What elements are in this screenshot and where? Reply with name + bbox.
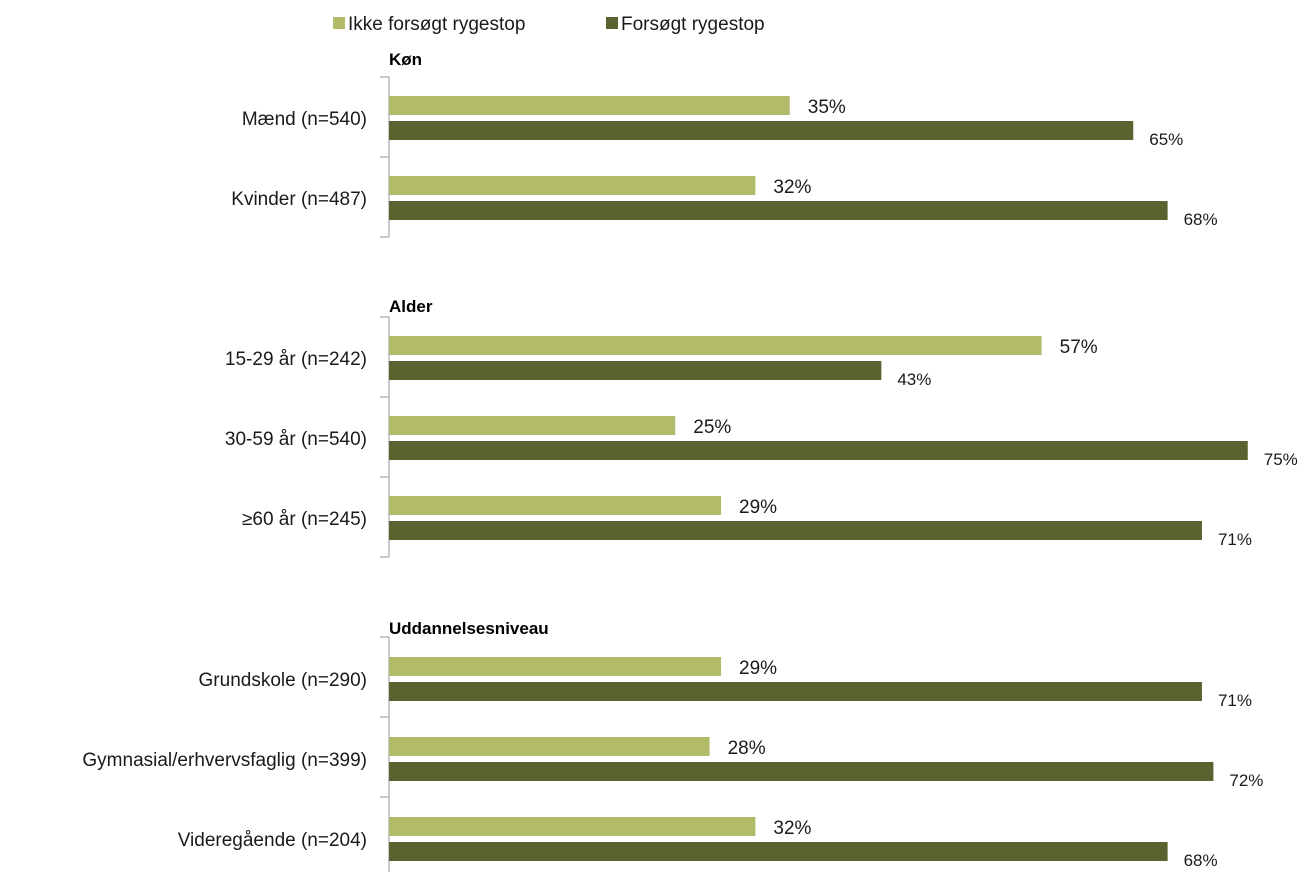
category-label: ≥60 år (n=245) (242, 509, 367, 530)
category-label: Grundskole (n=290) (199, 670, 367, 691)
legend-label-1: Ikke forsøgt rygestop (348, 14, 525, 35)
bar-ikke-forsogt (389, 817, 756, 836)
chart-groups: Køn Mænd (n=540) 35% 65% Kvinder (n=487) 32% 6… (82, 50, 1298, 872)
group-3: Uddannelsesniveau Grundskole (n=290) 29% 71… (82, 619, 1263, 872)
bar-ikke-forsogt (389, 657, 722, 676)
bar-ikke-forsogt (389, 176, 756, 195)
bar-ikke-forsogt (389, 416, 676, 435)
value-label-forsogt: 68% (1184, 210, 1218, 229)
legend-label-2: Forsøgt rygestop (621, 14, 765, 35)
bar-forsogt (389, 361, 882, 380)
value-label-ikke-forsogt: 57% (1060, 337, 1098, 358)
bar-ikke-forsogt (389, 737, 710, 756)
legend: Ikke forsøgt rygestop Forsøgt rygestop (333, 14, 765, 35)
value-label-ikke-forsogt: 29% (739, 658, 777, 679)
value-label-ikke-forsogt: 35% (808, 97, 846, 118)
bar-ikke-forsogt (389, 336, 1042, 355)
bar-forsogt (389, 762, 1214, 781)
legend-swatch-2 (606, 17, 618, 29)
bar-forsogt (389, 682, 1202, 701)
group-2: Alder 15-29 år (n=242) 57% 43% 30-59 år (n=5… (225, 297, 1298, 558)
bar-forsogt (389, 201, 1168, 220)
value-label-ikke-forsogt: 29% (739, 497, 777, 518)
value-label-forsogt: 68% (1184, 851, 1218, 870)
group-title: Køn (389, 50, 422, 69)
bar-forsogt (389, 521, 1202, 540)
value-label-ikke-forsogt: 28% (728, 738, 766, 759)
bar-forsogt (389, 441, 1248, 460)
value-label-forsogt: 71% (1218, 691, 1252, 710)
value-label-forsogt: 43% (897, 370, 931, 389)
bar-forsogt (389, 842, 1168, 861)
value-label-ikke-forsogt: 32% (773, 818, 811, 839)
category-label: 15-29 år (n=242) (225, 349, 367, 370)
bar-ikke-forsogt (389, 96, 790, 115)
bar-ikke-forsogt (389, 496, 722, 515)
group-title: Alder (389, 297, 433, 316)
category-label: Videregående (n=204) (178, 830, 367, 851)
category-label: Mænd (n=540) (242, 109, 367, 130)
legend-swatch-1 (333, 17, 345, 29)
category-label: 30-59 år (n=540) (225, 429, 367, 450)
group-title: Uddannelsesniveau (389, 619, 549, 638)
bar-forsogt (389, 121, 1134, 140)
value-label-forsogt: 75% (1264, 450, 1298, 469)
category-label: Kvinder (n=487) (231, 189, 367, 210)
value-label-ikke-forsogt: 25% (693, 417, 731, 438)
value-label-forsogt: 71% (1218, 530, 1252, 549)
value-label-ikke-forsogt: 32% (773, 177, 811, 198)
value-label-forsogt: 65% (1149, 130, 1183, 149)
group-1: Køn Mænd (n=540) 35% 65% Kvinder (n=487) 32% 6… (231, 50, 1218, 238)
category-label: Gymnasial/erhvervsfaglig (n=399) (82, 750, 367, 771)
value-label-forsogt: 72% (1229, 771, 1263, 790)
